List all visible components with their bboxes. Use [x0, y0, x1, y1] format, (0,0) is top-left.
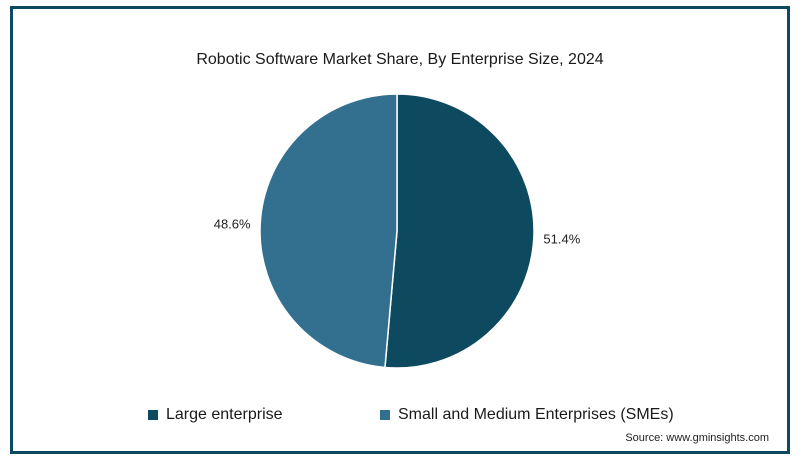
legend-label-large-enterprise: Large enterprise — [166, 406, 283, 423]
legend-item-smes: Small and Medium Enterprises (SMEs) — [380, 406, 674, 424]
pie-chart: 51.4% 48.6% — [214, 93, 581, 369]
slice-label-0: 51.4% — [543, 231, 580, 246]
legend-item-large-enterprise: Large enterprise — [148, 406, 283, 424]
legend-label-smes: Small and Medium Enterprises (SMEs) — [398, 406, 674, 423]
slice-label-1: 48.6% — [214, 217, 251, 232]
pie-slice-0 — [384, 93, 535, 369]
legend-swatch-large-enterprise — [148, 410, 158, 420]
pie-slice-1 — [259, 93, 398, 369]
legend-swatch-smes — [380, 410, 390, 420]
source-note: Source: www.gminsights.com — [625, 432, 769, 444]
chart-frame: Robotic Software Market Share, By Enterp… — [10, 6, 790, 454]
chart-title: Robotic Software Market Share, By Enterp… — [196, 51, 604, 68]
